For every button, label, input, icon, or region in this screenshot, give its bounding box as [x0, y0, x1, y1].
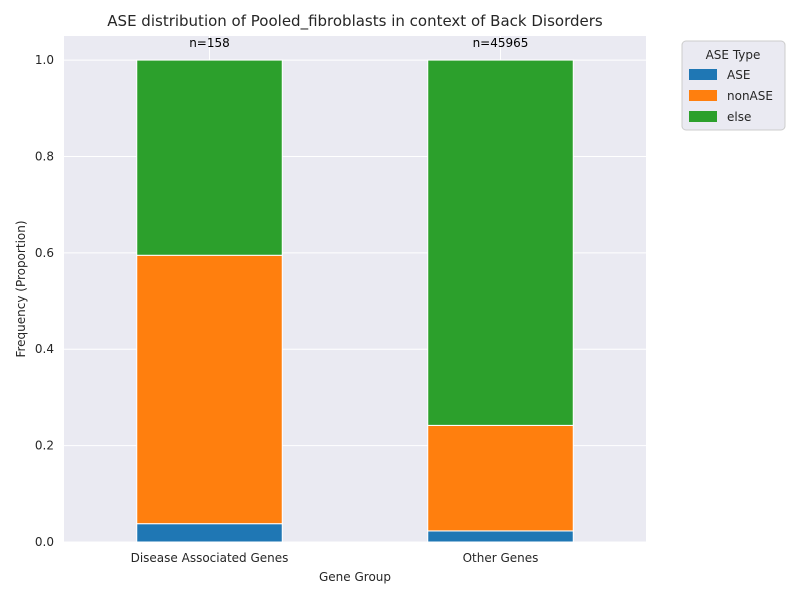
- legend-swatch-ase: [689, 69, 717, 80]
- x-tick-label: Other Genes: [463, 551, 539, 565]
- y-tick-label: 0.2: [35, 439, 54, 453]
- legend-swatch-nonase: [689, 90, 717, 101]
- x-axis-label: Gene Group: [319, 570, 391, 584]
- y-tick-label: 0.6: [35, 246, 54, 260]
- y-tick-label: 1.0: [35, 53, 54, 67]
- count-labels: n=158 n=45965: [189, 36, 528, 50]
- bars: [136, 59, 574, 543]
- y-tick-label: 0.4: [35, 342, 54, 356]
- y-tick-label: 0.8: [35, 149, 54, 163]
- x-axis-ticks: Disease Associated Genes Other Genes: [131, 551, 539, 565]
- y-tick-label: 0.0: [35, 535, 54, 549]
- bar-nonase-2: [427, 424, 574, 532]
- count-label: n=45965: [473, 36, 529, 50]
- count-label: n=158: [189, 36, 230, 50]
- bar-ase-1: [136, 523, 283, 543]
- bar-ase-2: [427, 530, 574, 543]
- bar-nonase-1: [136, 254, 283, 525]
- bar-else-2: [427, 59, 574, 426]
- y-axis-label: Frequency (Proportion): [14, 220, 28, 357]
- legend: ASE Type ASE nonASE else: [681, 40, 786, 131]
- legend-swatch-else: [689, 111, 717, 122]
- legend-label-nonase: nonASE: [727, 89, 773, 103]
- bar-else-1: [136, 59, 283, 256]
- x-tick-label: Disease Associated Genes: [131, 551, 289, 565]
- chart-title: ASE distribution of Pooled_fibroblasts i…: [107, 12, 603, 31]
- legend-label-ase: ASE: [727, 68, 750, 82]
- legend-box: [681, 40, 786, 131]
- y-axis-ticks: 0.0 0.2 0.4 0.6 0.8 1.0: [35, 53, 54, 549]
- legend-title: ASE Type: [706, 48, 761, 62]
- legend-items: ASE nonASE else: [689, 68, 773, 124]
- legend-label-else: else: [727, 110, 751, 124]
